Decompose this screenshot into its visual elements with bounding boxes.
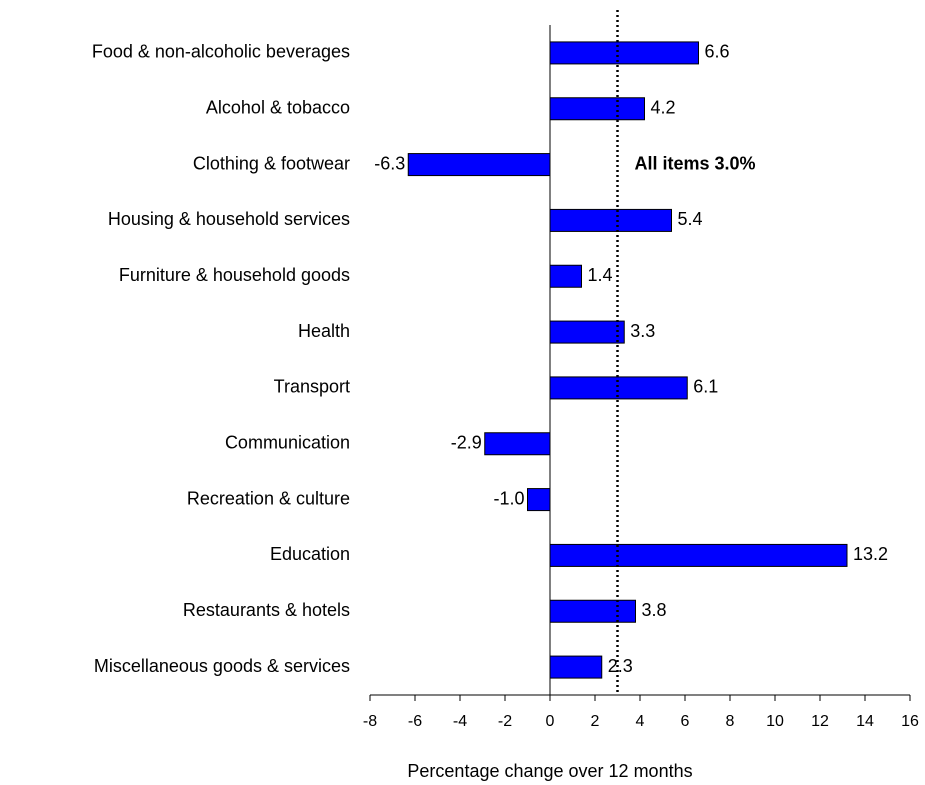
x-tick-label: 8 [726,713,735,730]
bar [549,655,603,679]
x-tick-label: -8 [363,713,377,730]
category-label: Health [298,321,350,341]
x-tick-label: 12 [811,713,829,730]
bar [549,41,699,65]
value-label: 6.1 [693,377,718,397]
category-label: Alcohol & tobacco [206,98,350,118]
reference-label: All items 3.0% [635,153,756,173]
x-tick-label: 10 [766,713,784,730]
x-tick-label: 2 [591,713,600,730]
value-label: -6.3 [374,153,405,173]
x-tick-label: 6 [681,713,690,730]
x-tick-label: -2 [498,713,512,730]
category-label: Housing & household services [108,209,350,229]
bar [527,488,551,512]
category-label: Communication [225,433,350,453]
x-tick-label: 0 [546,713,555,730]
value-label: 2.3 [608,656,633,676]
x-tick-label: -6 [408,713,422,730]
bar [407,153,551,177]
bar [549,264,582,288]
value-label: 4.2 [651,98,676,118]
bar [549,543,848,567]
value-label: -2.9 [451,433,482,453]
value-label: 13.2 [853,544,888,564]
x-axis-label: Percentage change over 12 months [407,761,692,781]
bar [549,97,645,121]
value-label: 3.8 [642,600,667,620]
x-tick-label: 14 [856,713,874,730]
bar [549,320,625,344]
value-label: 1.4 [588,265,613,285]
category-label: Transport [274,377,350,397]
category-label: Clothing & footwear [193,153,350,173]
value-label: 5.4 [678,209,703,229]
category-label: Food & non-alcoholic beverages [92,42,350,62]
x-tick-label: 4 [636,713,645,730]
bar [549,599,636,623]
category-label: Furniture & household goods [119,265,350,285]
value-label: 3.3 [630,321,655,341]
x-tick-label: 16 [901,713,919,730]
category-label: Education [270,544,350,564]
bar [549,208,672,232]
bar [484,432,551,456]
category-label: Miscellaneous goods & services [94,656,350,676]
value-label: -1.0 [493,488,524,508]
x-tick-label: -4 [453,713,467,730]
category-label: Recreation & culture [187,488,350,508]
category-label: Restaurants & hotels [183,600,350,620]
value-label: 6.6 [705,42,730,62]
